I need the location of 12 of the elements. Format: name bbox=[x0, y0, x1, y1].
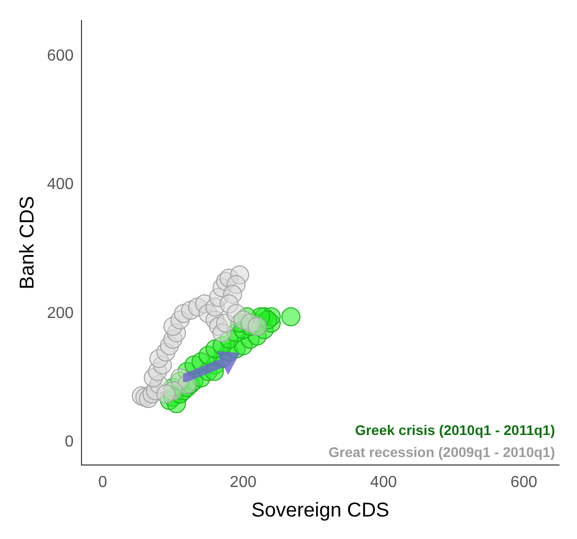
x-tick-label: 400 bbox=[370, 474, 397, 491]
x-tick-label: 200 bbox=[230, 474, 257, 491]
y-tick-label: 0 bbox=[64, 434, 74, 451]
x-tick-label: 600 bbox=[510, 474, 538, 491]
y-tick-label: 400 bbox=[46, 176, 74, 194]
x-tick-label: 0 bbox=[98, 474, 108, 491]
x-axis-title: Sovereign CDS bbox=[251, 500, 390, 522]
y-axis-title: Bank CDS bbox=[16, 196, 39, 290]
y-tick-label: 200 bbox=[46, 304, 74, 322]
y-tick-label: 600 bbox=[46, 47, 74, 64]
text: Great recession (2009q1 - 2010q1) bbox=[328, 444, 555, 460]
text: Greek crisis (2010q1 - 2011q1) bbox=[354, 422, 555, 438]
